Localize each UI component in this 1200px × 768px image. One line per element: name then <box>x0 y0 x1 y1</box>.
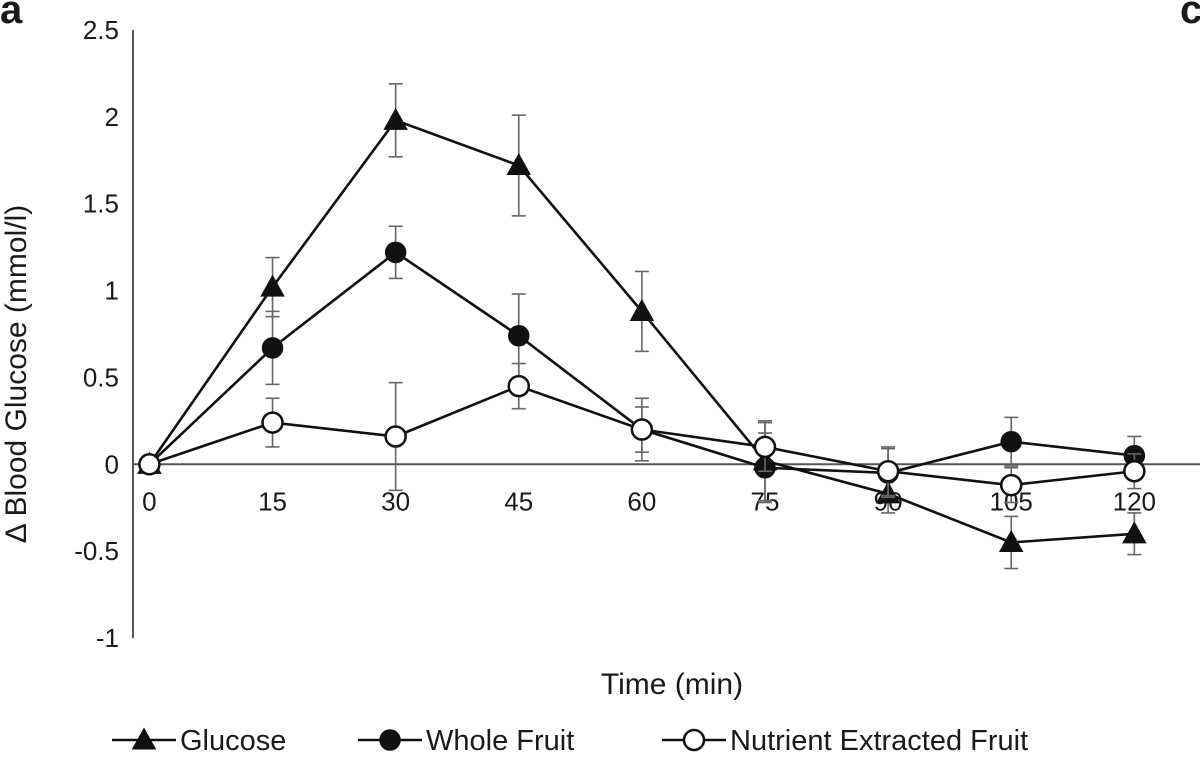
legend-item: Whole Fruit <box>358 725 574 757</box>
axes <box>132 30 1200 638</box>
data-point <box>1000 430 1022 453</box>
legend-marker <box>682 728 706 752</box>
x-tick-label: 45 <box>504 486 533 516</box>
y-tick-labels: -1 -0.5 0 0.5 1 1.5 2 2.5 <box>74 15 119 653</box>
data-point <box>138 453 161 476</box>
legend-marker <box>379 729 401 751</box>
y-tick-label: -1 <box>96 623 119 653</box>
y-tick-label: 1 <box>105 276 119 306</box>
data-point <box>629 298 655 321</box>
legend-label: Whole Fruit <box>426 725 574 757</box>
y-tick-label: 2 <box>105 102 119 132</box>
series-whole-fruit <box>138 225 1146 504</box>
panel-label-right: c <box>1180 0 1200 32</box>
data-point <box>261 337 284 359</box>
x-tick-label: 60 <box>627 486 656 516</box>
x-tick-label: 15 <box>258 486 287 516</box>
data-point <box>506 152 532 176</box>
legend-item: Nutrient Extracted Fruit <box>662 725 1028 757</box>
y-tick-label: 1.5 <box>83 189 119 219</box>
data-point <box>260 274 285 297</box>
y-tick-label: 2.5 <box>83 15 119 45</box>
data-point <box>508 324 530 347</box>
data-point <box>998 529 1024 553</box>
data-point <box>1123 459 1146 483</box>
data-point <box>1122 521 1147 544</box>
data-point <box>876 459 900 483</box>
x-tick-label: 0 <box>142 486 156 516</box>
data-point <box>753 435 777 459</box>
data-point <box>999 473 1023 497</box>
legend-label: Glucose <box>180 725 286 757</box>
series-layer <box>137 83 1147 570</box>
y-axis-label: Δ Blood Glucose (mmol/l) <box>0 205 33 543</box>
legend-item: Glucose <box>112 725 286 757</box>
y-tick-label: 0.5 <box>83 362 119 392</box>
data-point <box>384 425 407 448</box>
x-tick-label: 120 <box>1113 486 1156 516</box>
legend: Glucose Whole Fruit Nutrient Extracted Fru… <box>112 725 1028 757</box>
x-tick-label: 30 <box>381 486 410 516</box>
legend-marker <box>131 727 157 750</box>
panel-label: a <box>0 0 23 32</box>
y-tick-label: 0 <box>105 449 119 479</box>
data-point <box>261 411 284 434</box>
data-point <box>630 418 654 441</box>
legend-label: Nutrient Extracted Fruit <box>730 725 1028 757</box>
data-point <box>384 241 407 264</box>
data-point <box>507 374 531 398</box>
data-point <box>383 107 408 130</box>
x-axis-label: Time (min) <box>601 668 743 701</box>
series-nutrient-extracted-fruit <box>138 362 1146 504</box>
y-tick-label: -0.5 <box>74 536 119 566</box>
